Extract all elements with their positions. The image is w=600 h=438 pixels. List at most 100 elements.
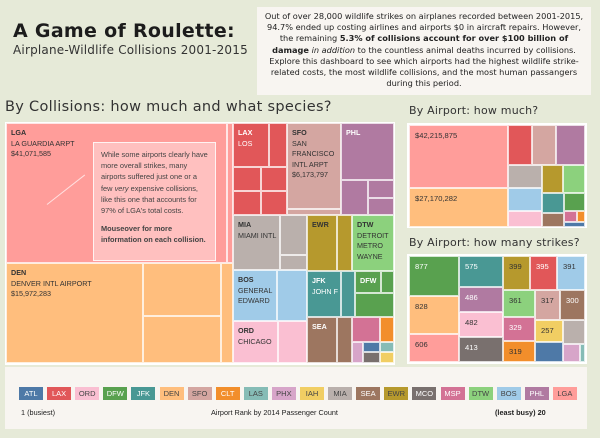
cell-msp-total[interactable] xyxy=(564,211,577,222)
legend-chip-den[interactable]: DEN xyxy=(159,387,184,400)
cell-lax[interactable]: LAX LOS xyxy=(233,123,269,167)
cell-sfo-2[interactable] xyxy=(287,209,341,215)
cell-lga-strikes[interactable]: 606 xyxy=(409,334,459,362)
cell-den-total[interactable]: $27,170,282 xyxy=(409,188,508,227)
cell-lax-total[interactable] xyxy=(508,125,532,165)
cell-phl[interactable]: PHL xyxy=(341,123,394,180)
cell-jfk-total[interactable] xyxy=(542,193,564,213)
cell-iah[interactable] xyxy=(380,352,394,363)
cell-lga[interactable]: LGA LA GUARDIA ARPT $41,071,585 While so… xyxy=(6,123,227,263)
cell-ord-total[interactable] xyxy=(508,211,542,227)
legend-chip-lax[interactable]: LAX xyxy=(47,387,72,400)
cell-sea-strikes[interactable]: 300 xyxy=(560,290,585,320)
cell-phl-strikes[interactable]: 486 xyxy=(459,287,503,312)
cell-bos-total[interactable] xyxy=(508,188,542,211)
cell-den-strikes[interactable]: 828 xyxy=(409,296,459,334)
cell-sea-total[interactable] xyxy=(542,213,564,227)
cell-iah-strikes[interactable]: 257 xyxy=(535,320,563,342)
legend-chip-phl[interactable]: PHL xyxy=(524,387,549,400)
cell-phl-total[interactable] xyxy=(556,125,585,165)
legend-chip-ewr[interactable]: EWR xyxy=(384,387,409,400)
cell-ewr[interactable]: EWR xyxy=(307,215,337,271)
cell-mco-strikes[interactable]: 413 xyxy=(459,337,503,362)
cell-dtw-total[interactable] xyxy=(563,165,585,193)
cell-ewr-2[interactable] xyxy=(337,215,352,271)
cell-dtw-strikes[interactable]: 361 xyxy=(503,290,535,317)
cell-lax-2[interactable] xyxy=(269,123,287,167)
code: DTW xyxy=(357,220,374,229)
cell-phx[interactable] xyxy=(352,342,363,363)
cell-atl[interactable] xyxy=(363,342,380,352)
cell-phx-strikes[interactable] xyxy=(563,344,580,362)
cell-bos-2[interactable] xyxy=(277,270,307,321)
legend-chip-sea[interactable]: SEA xyxy=(356,387,381,400)
cell-clt[interactable] xyxy=(380,317,394,342)
cell-sfo-strikes[interactable]: 317 xyxy=(535,290,560,320)
cell-ewr-strikes[interactable]: 399 xyxy=(503,256,530,290)
cell-lax-6[interactable] xyxy=(261,191,287,215)
legend-chip-jfk[interactable]: JFK xyxy=(131,387,156,400)
legend-chip-lga[interactable]: LGA xyxy=(552,387,577,400)
cell-lga-total[interactable]: $42,215,875 xyxy=(409,125,508,188)
cell-mia-total[interactable] xyxy=(508,165,542,188)
cell-dfw-2[interactable] xyxy=(381,271,394,293)
cell-jfk-strikes[interactable]: 575 xyxy=(459,256,503,287)
cell-dfw-total[interactable] xyxy=(564,193,585,211)
legend-chip-dtw[interactable]: DTW xyxy=(468,387,493,400)
legend-chip-phx[interactable]: PHX xyxy=(271,387,296,400)
cell-lax-4[interactable] xyxy=(261,167,287,191)
cell-lga-small[interactable] xyxy=(227,123,233,263)
cell-mia-2[interactable] xyxy=(280,215,307,255)
cell-dfw[interactable]: DFW xyxy=(355,271,381,293)
cell-dfw-strikes[interactable]: 877 xyxy=(409,256,459,296)
cell-sfo-total[interactable] xyxy=(532,125,556,165)
cell-sea[interactable]: SEA xyxy=(307,317,337,363)
cell-den-3[interactable] xyxy=(143,316,221,363)
cell-ord-strikes[interactable]: 482 xyxy=(459,312,503,337)
legend-chip-ord[interactable]: ORD xyxy=(75,387,100,400)
cell-las[interactable] xyxy=(380,342,394,352)
cell-lax-3[interactable] xyxy=(233,167,261,191)
cell-las-strikes[interactable] xyxy=(580,344,585,362)
cell-lax-5[interactable] xyxy=(233,191,261,215)
cell-den-4[interactable] xyxy=(221,263,233,363)
cell-clt-total[interactable] xyxy=(577,211,585,222)
legend-chip-sfo[interactable]: SFO xyxy=(187,387,212,400)
cell-lax-strikes[interactable]: 395 xyxy=(530,256,557,290)
legend-chip-bos[interactable]: BOS xyxy=(496,387,521,400)
cell-dtw[interactable]: DTW DETROIT METRO WAYNE xyxy=(352,215,394,271)
cell-sea-2[interactable] xyxy=(337,317,352,363)
cell-ord[interactable]: ORD CHICAGO xyxy=(233,321,278,363)
cell-ord-2[interactable] xyxy=(278,321,307,363)
legend-chip-las[interactable]: LAS xyxy=(243,387,268,400)
cell-phl-3[interactable] xyxy=(368,180,394,198)
cell-den[interactable]: DEN DENVER INTL AIRPORT $15,972,283 xyxy=(6,263,143,363)
cell-mco[interactable] xyxy=(363,352,380,363)
cell-atl-strikes[interactable] xyxy=(535,342,563,362)
legend-chip-dfw[interactable]: DFW xyxy=(103,387,128,400)
cell-bos-strikes[interactable]: 391 xyxy=(557,256,585,290)
legend-chip-mia[interactable]: MIA xyxy=(328,387,353,400)
cell-dfw-3[interactable] xyxy=(355,293,394,317)
cell-ewr-total[interactable] xyxy=(542,165,563,193)
cell-atl-total[interactable] xyxy=(564,222,585,227)
cell-msp[interactable] xyxy=(352,317,380,342)
cell-jfk[interactable]: JFK JOHN F xyxy=(307,271,341,317)
legend-chip-atl[interactable]: ATL xyxy=(19,387,43,400)
cell-phl-2[interactable] xyxy=(341,180,368,215)
cell-mia-3[interactable] xyxy=(280,255,307,270)
cell-msp-strikes[interactable]: 329 xyxy=(503,317,535,341)
cell-mia[interactable]: MIA MIAMI INTL xyxy=(233,215,280,270)
legend-chip-msp[interactable]: MSP xyxy=(440,387,465,400)
cell-sfo[interactable]: SFO SAN FRANCISCO INTL ARPT $6,173,797 xyxy=(287,123,341,209)
legend-chip-mco[interactable]: MCO xyxy=(412,387,437,400)
cell-mia-strikes[interactable] xyxy=(563,320,585,344)
cell-jfk-2[interactable] xyxy=(341,271,355,317)
cell-den-2[interactable] xyxy=(143,263,221,316)
code: SFO xyxy=(292,128,307,137)
cell-clt-strikes[interactable]: 319 xyxy=(503,341,535,362)
cell-phl-4[interactable] xyxy=(368,198,394,215)
cell-bos[interactable]: BOS GENERAL EDWARD xyxy=(233,270,277,321)
legend-chip-clt[interactable]: CLT xyxy=(215,387,240,400)
legend-chip-iah[interactable]: IAH xyxy=(300,387,324,400)
